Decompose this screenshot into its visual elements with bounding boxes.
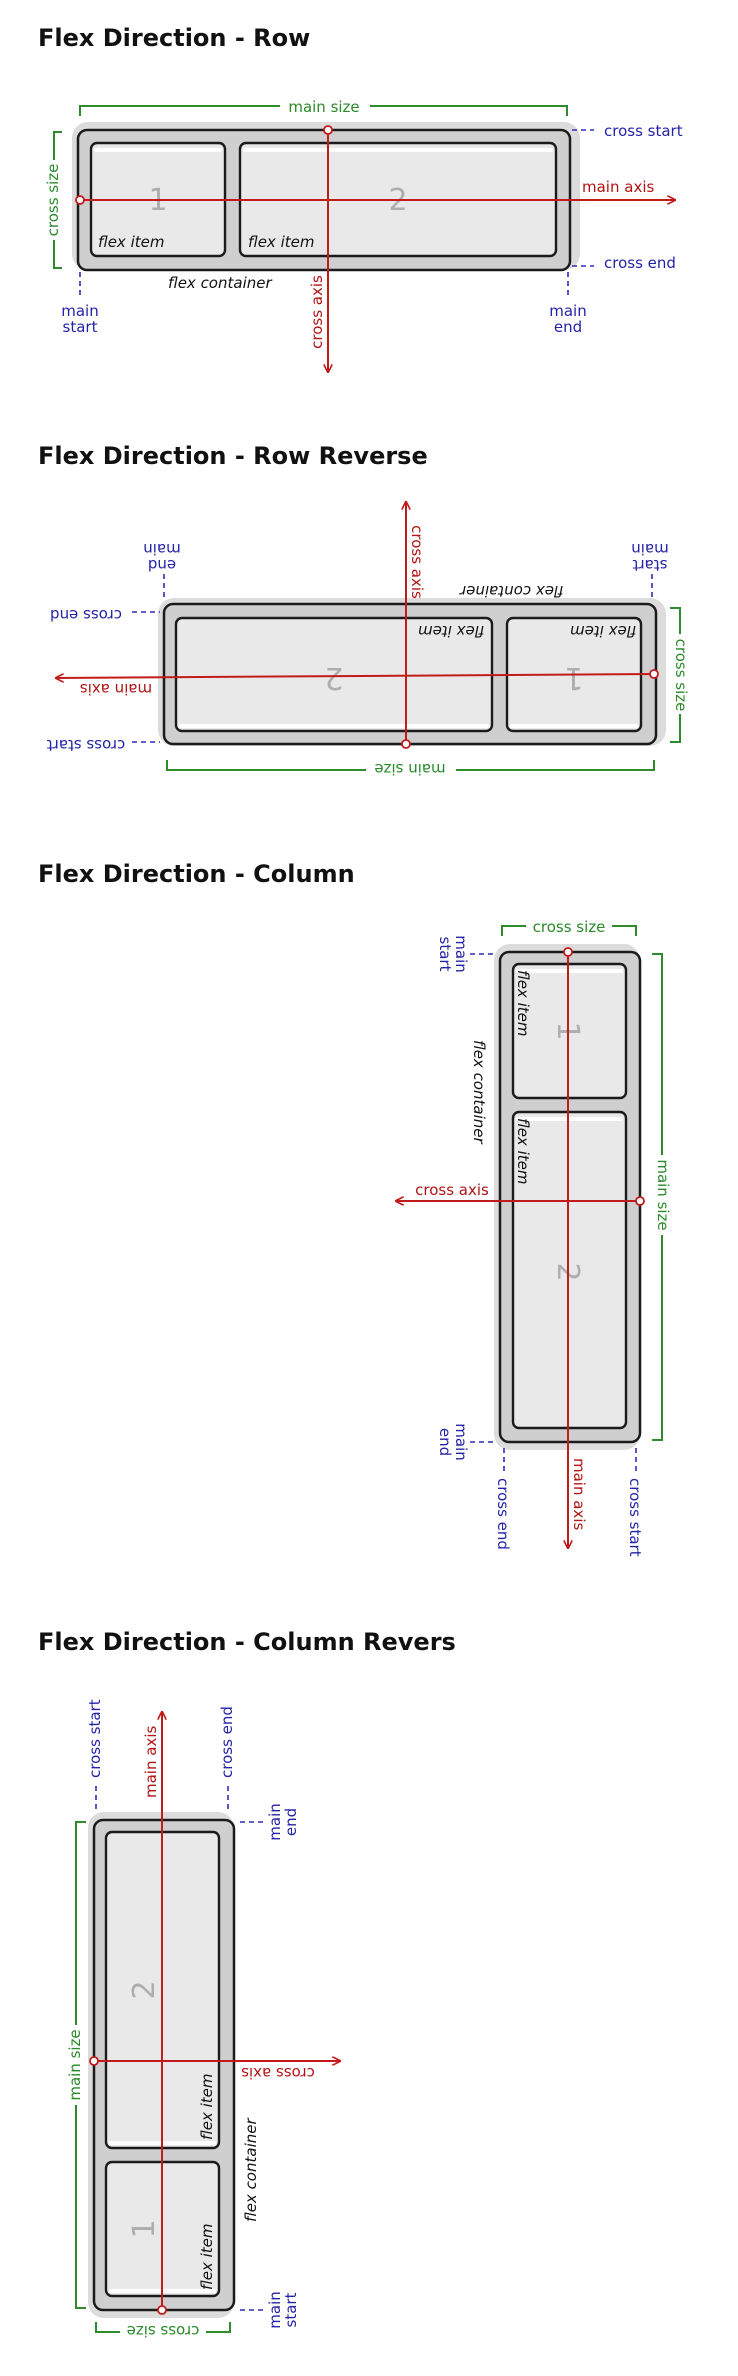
flex-container-label: flex container: [242, 2118, 260, 2222]
cross-size-label: cross size: [533, 918, 606, 936]
main-axis-label: main axis: [570, 1458, 588, 1530]
main-end-label-line2: end: [148, 556, 176, 574]
main-size-label: main size: [654, 1159, 672, 1230]
section-title-row: Flex Direction - Row: [38, 24, 311, 52]
main-size-label: main size: [288, 98, 359, 116]
section-title-column-reverse: Flex Direction - Column Revers: [38, 1628, 456, 1656]
diagram-column: 1 2 flex item flex item flex container c…: [0, 917, 672, 1557]
flex-item-1: [511, 962, 628, 1100]
main-axis-label: main axis: [142, 1726, 160, 1798]
cross-size-label: cross size: [127, 2322, 200, 2340]
item-label-2: flex item: [248, 233, 314, 251]
cross-end-label: cross end: [494, 1478, 512, 1550]
flex-container-label: flex container: [459, 582, 563, 600]
cross-start-label: cross start: [47, 736, 126, 754]
main-start-label-line2: start: [632, 556, 667, 574]
section-title-column: Flex Direction - Column: [38, 860, 355, 888]
item-number-1: 1: [127, 2219, 162, 2238]
cross-axis-label: cross axis: [241, 2064, 315, 2082]
main-axis-origin: [649, 669, 659, 679]
main-end-label-line2: end: [554, 318, 582, 336]
item-label-2: flex item: [418, 622, 484, 640]
item-number-2: 2: [127, 1980, 162, 1999]
main-end-label-line1: main: [549, 302, 586, 320]
main-axis-origin: [157, 2305, 167, 2315]
item-number-1: 1: [564, 660, 583, 695]
item-number-2: 2: [324, 660, 343, 695]
diagram-row-reverse: 2 1 flex item flex item flex container m…: [47, 0, 690, 779]
main-size-label: main size: [66, 2029, 84, 2100]
main-end-label-line1: main: [143, 540, 180, 558]
main-start-label-line1: main: [631, 540, 668, 558]
main-start-label-line2: start: [63, 318, 98, 336]
cross-axis-label: cross axis: [308, 275, 326, 349]
cross-axis-origin: [323, 125, 333, 135]
cross-size-label: cross size: [44, 164, 62, 237]
main-end-label-line2: end: [436, 1428, 454, 1456]
main-axis-origin: [75, 195, 85, 205]
cross-axis-origin: [401, 739, 411, 749]
main-axis-arrow: [56, 673, 655, 678]
item-label-2: flex item: [198, 2074, 216, 2140]
main-size-label: main size: [374, 760, 445, 778]
section-title-row-reverse: Flex Direction - Row Reverse: [38, 442, 428, 470]
flex-container-label: flex container: [470, 1040, 488, 1144]
item-label-1: flex item: [570, 622, 636, 640]
diagram-row: 1 2 flex item flex item flex container m…: [44, 97, 683, 420]
item-label-1: flex item: [514, 970, 532, 1036]
cross-axis-label: cross axis: [408, 525, 426, 599]
main-axis-label: main axis: [582, 178, 654, 196]
item-label-1: flex item: [198, 2224, 216, 2290]
cross-axis-label: cross axis: [415, 1181, 489, 1199]
flex-container-label: flex container: [168, 274, 272, 292]
flex-item-2: [511, 1110, 628, 1430]
main-end-label-line1: main: [266, 1803, 284, 1840]
cross-end-label: cross end: [218, 1706, 236, 1778]
main-start-label-line2: start: [436, 937, 454, 972]
main-start-label-line1: main: [266, 2291, 284, 2328]
item-label-2: flex item: [514, 1118, 532, 1184]
item-label-1: flex item: [98, 233, 164, 251]
cross-size-label: cross size: [672, 639, 690, 712]
cross-end-label: cross end: [604, 254, 676, 272]
main-end-label-line2: end: [282, 1808, 300, 1836]
main-axis-label: main axis: [80, 680, 152, 698]
cross-axis-origin: [89, 2056, 99, 2066]
cross-axis-origin: [635, 1196, 645, 1206]
main-end-label-line1: main: [452, 1423, 470, 1460]
main-start-label-line1: main: [452, 935, 470, 972]
cross-start-label: cross start: [626, 1478, 644, 1557]
cross-end-label: cross end: [50, 606, 122, 624]
cross-start-label: cross start: [86, 1699, 104, 1778]
main-start-label-line1: main: [61, 302, 98, 320]
main-axis-origin: [563, 947, 573, 957]
cross-start-label: cross start: [604, 122, 683, 140]
main-start-label-line2: start: [282, 2292, 300, 2327]
